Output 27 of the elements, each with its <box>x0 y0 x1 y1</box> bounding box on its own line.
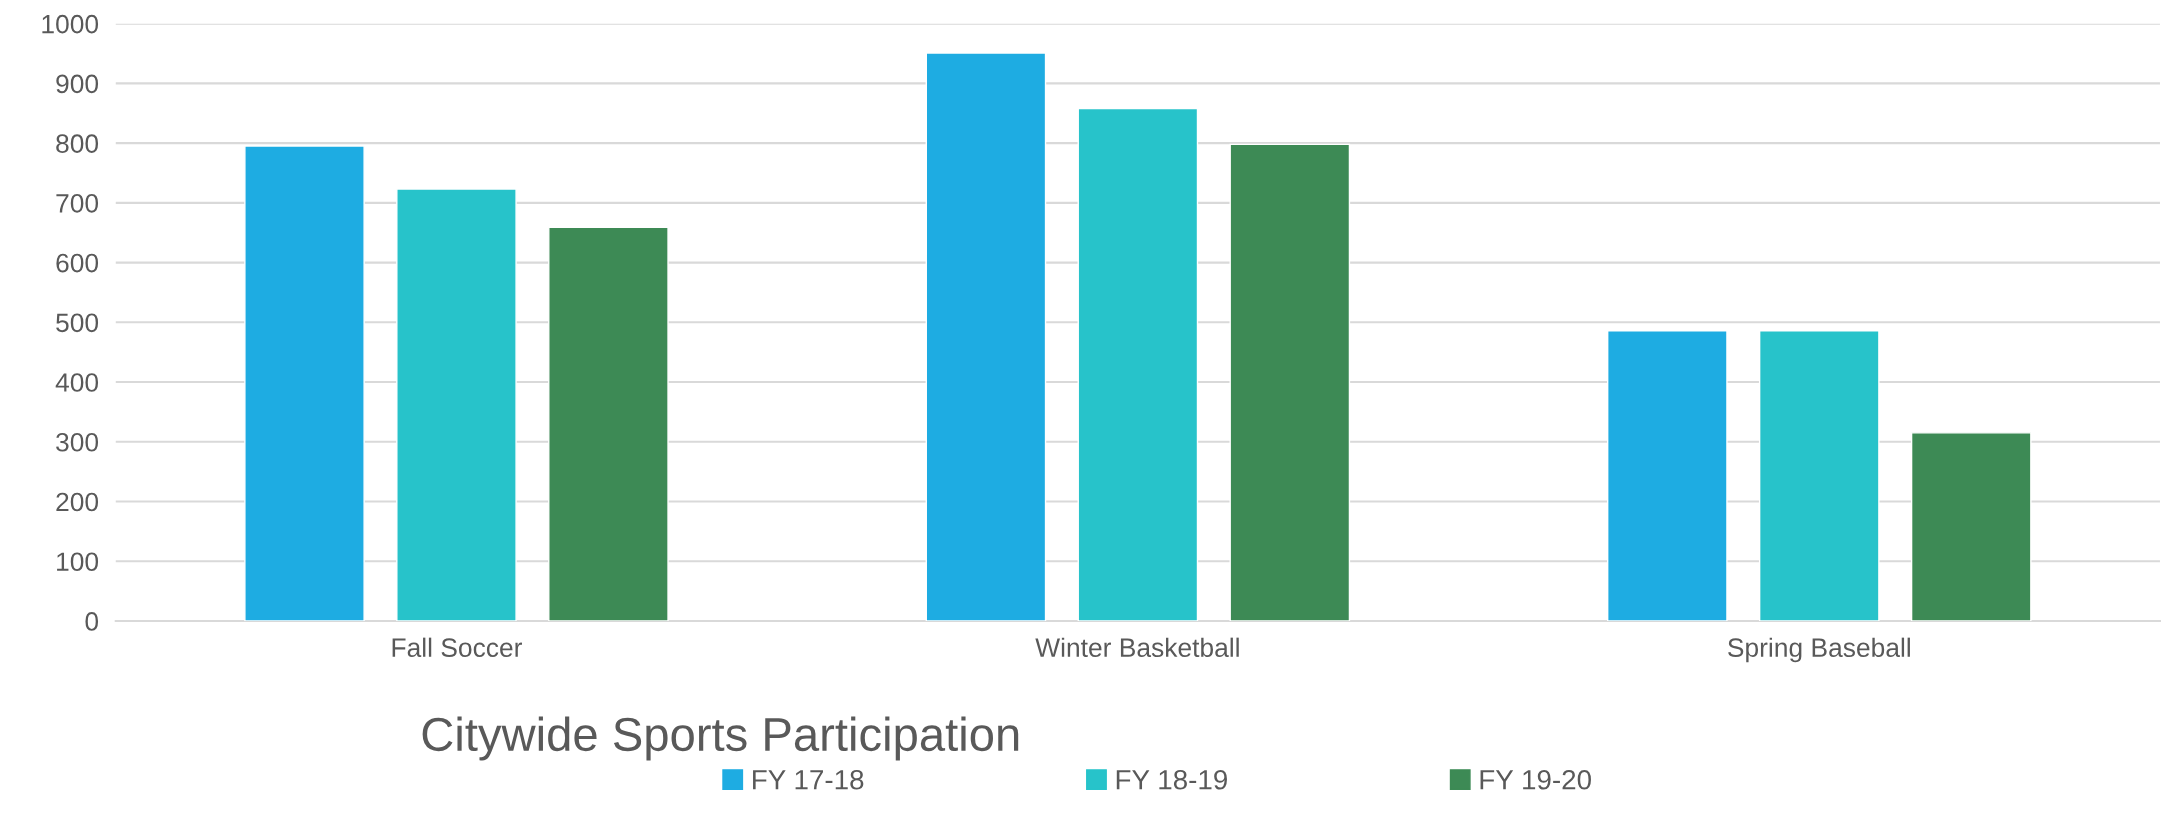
y-tick-label: 900 <box>56 74 99 94</box>
y-tick-label: 0 <box>85 612 99 631</box>
bar <box>1077 107 1199 621</box>
x-tick-label: Spring Baseball <box>1728 637 1910 663</box>
legend-label: FY 19-20 <box>1480 769 1591 790</box>
y-tick-label: 200 <box>56 492 99 512</box>
y-tick-label: 300 <box>56 432 99 452</box>
y-tick-label: 400 <box>55 373 99 392</box>
text: Citywide Sports Participation <box>422 716 1019 761</box>
x-tick-label: Fall Soccer <box>392 637 523 658</box>
y-tick-label: 100 <box>57 552 99 572</box>
bar <box>1229 143 1351 621</box>
bar <box>1606 329 1728 621</box>
bar <box>925 52 1047 621</box>
bar <box>1910 432 2032 621</box>
bar <box>548 226 669 621</box>
y-tick-label: 600 <box>56 253 99 273</box>
legend-label: FY 17-18 <box>753 769 864 790</box>
legend-label: FY 18-19 <box>1116 769 1227 790</box>
bar <box>244 145 365 621</box>
y-tick-label: 800 <box>56 134 99 153</box>
y-tick-label: 500 <box>56 313 99 333</box>
bar <box>396 188 517 621</box>
x-tick-label: Winter Basketball <box>1035 637 1239 658</box>
y-tick-label: 1000 <box>42 14 99 34</box>
y-tick-label: 700 <box>56 193 99 213</box>
bar <box>1758 329 1880 621</box>
